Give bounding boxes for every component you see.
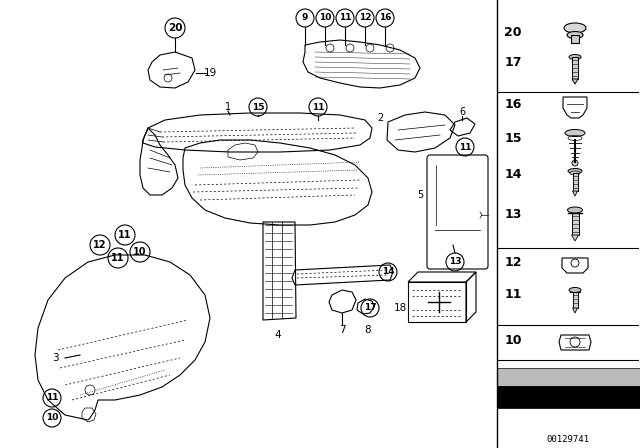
Text: 11: 11 bbox=[504, 289, 522, 302]
Bar bbox=[408, 282, 466, 322]
Text: 19: 19 bbox=[204, 68, 216, 78]
Bar bbox=[572, 57, 578, 79]
Ellipse shape bbox=[568, 207, 582, 213]
Circle shape bbox=[572, 160, 578, 166]
Polygon shape bbox=[572, 235, 579, 241]
Text: 11: 11 bbox=[339, 13, 351, 22]
Text: 10: 10 bbox=[504, 333, 522, 346]
Text: 12: 12 bbox=[504, 255, 522, 268]
Text: 14: 14 bbox=[504, 168, 522, 181]
Ellipse shape bbox=[570, 171, 580, 175]
Text: 17: 17 bbox=[364, 303, 376, 313]
Text: 18: 18 bbox=[394, 303, 406, 313]
Ellipse shape bbox=[569, 55, 581, 60]
Text: 7: 7 bbox=[339, 325, 346, 335]
Text: 17: 17 bbox=[504, 56, 522, 69]
Ellipse shape bbox=[567, 31, 583, 39]
Text: 1: 1 bbox=[225, 102, 231, 112]
Text: 2: 2 bbox=[377, 113, 383, 123]
Text: 11: 11 bbox=[45, 393, 58, 402]
Text: 6: 6 bbox=[459, 107, 465, 117]
Text: 15: 15 bbox=[252, 103, 264, 112]
Text: 11: 11 bbox=[312, 103, 324, 112]
Text: 3: 3 bbox=[52, 353, 58, 363]
Ellipse shape bbox=[565, 129, 585, 137]
Text: 13: 13 bbox=[449, 258, 461, 267]
Text: 13: 13 bbox=[504, 208, 522, 221]
Text: 11: 11 bbox=[459, 142, 471, 151]
Text: 10: 10 bbox=[319, 13, 331, 22]
Bar bbox=[497, 386, 640, 408]
Text: 12: 12 bbox=[93, 240, 107, 250]
Bar bbox=[573, 173, 577, 191]
Ellipse shape bbox=[568, 168, 582, 173]
Polygon shape bbox=[572, 79, 578, 84]
Text: 16: 16 bbox=[504, 99, 522, 112]
Polygon shape bbox=[573, 308, 577, 313]
Text: 12: 12 bbox=[359, 13, 371, 22]
Text: 11: 11 bbox=[111, 253, 125, 263]
Ellipse shape bbox=[569, 288, 581, 293]
Text: 10: 10 bbox=[133, 247, 147, 257]
Bar bbox=[572, 213, 579, 235]
Text: 9: 9 bbox=[302, 13, 308, 22]
Bar bbox=[571, 35, 579, 43]
Text: 15: 15 bbox=[504, 132, 522, 145]
Ellipse shape bbox=[564, 23, 586, 33]
Bar bbox=[497, 368, 640, 386]
Text: 4: 4 bbox=[275, 330, 282, 340]
Text: 16: 16 bbox=[379, 13, 391, 22]
Text: 8: 8 bbox=[365, 325, 371, 335]
Text: 20: 20 bbox=[168, 23, 182, 33]
Text: 10: 10 bbox=[46, 414, 58, 422]
Polygon shape bbox=[573, 191, 577, 196]
Text: 20: 20 bbox=[504, 26, 522, 39]
Text: 14: 14 bbox=[381, 267, 394, 276]
Text: 11: 11 bbox=[118, 230, 132, 240]
Text: 00129741: 00129741 bbox=[547, 435, 589, 444]
Text: 5: 5 bbox=[417, 190, 423, 200]
Bar bbox=[573, 292, 577, 308]
